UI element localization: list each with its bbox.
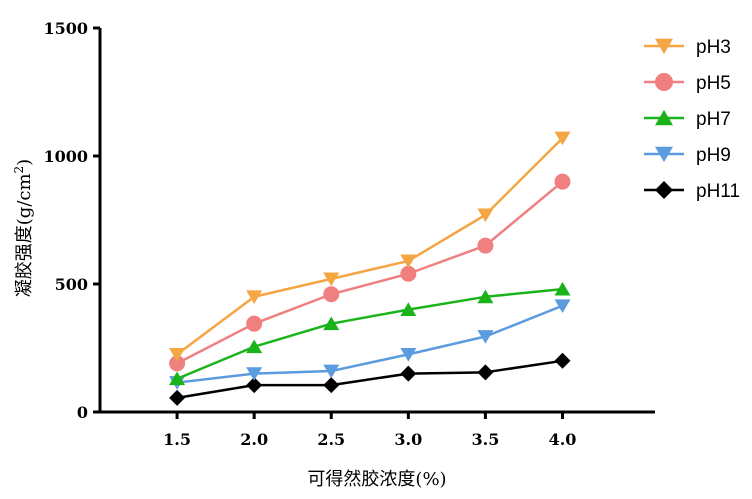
data-point <box>169 371 186 386</box>
x-tick-label: 2.5 <box>317 430 345 449</box>
data-point <box>400 302 417 316</box>
series-ph5 <box>169 173 571 372</box>
y-axis-title-unit-sup: 2 <box>12 166 26 174</box>
data-point <box>323 364 340 379</box>
y-axis-title-main: 凝胶强度 <box>14 225 35 297</box>
series-ph3 <box>169 131 571 362</box>
data-point <box>246 339 263 354</box>
data-point <box>400 265 417 282</box>
y-axis-title-unit-close: ) <box>14 159 35 166</box>
legend-item-ph11: pH11 <box>644 181 740 202</box>
data-point <box>400 365 417 382</box>
x-tick-label: 2.0 <box>240 430 268 449</box>
x-tick-label: 3.5 <box>471 430 499 449</box>
legend-item-ph5: pH5 <box>644 73 731 94</box>
y-tick-label: 1500 <box>43 19 88 38</box>
legend-label: pH11 <box>696 181 740 202</box>
data-point <box>400 254 417 269</box>
legend-item-ph7: pH7 <box>644 109 731 130</box>
legend-marker <box>655 109 673 126</box>
data-point <box>554 299 571 313</box>
data-point <box>323 316 340 331</box>
legend-label: pH3 <box>696 37 731 58</box>
data-point <box>246 367 263 381</box>
series-line <box>176 304 563 384</box>
data-point <box>554 173 571 190</box>
legend-marker <box>655 38 673 55</box>
legend-marker <box>655 146 673 163</box>
y-axis-title: 凝胶强度(g/cm2) <box>12 159 35 297</box>
data-point <box>477 237 494 254</box>
series-layer <box>169 131 571 406</box>
y-axis-title-unit-open: (g/cm <box>14 173 35 225</box>
legend-item-ph3: pH3 <box>644 37 731 58</box>
data-point <box>169 355 186 372</box>
y-tick-label: 1000 <box>43 147 88 166</box>
data-point <box>477 208 494 223</box>
data-point <box>169 389 186 406</box>
x-tick-label: 1.5 <box>163 430 191 449</box>
data-point <box>323 286 340 303</box>
series-ph11 <box>169 352 571 406</box>
data-point <box>477 364 494 381</box>
series-ph7 <box>169 281 571 386</box>
data-point <box>400 348 417 362</box>
legend-label: pH5 <box>696 73 731 94</box>
data-point <box>554 281 571 296</box>
data-point <box>554 131 571 146</box>
y-tick-label: 0 <box>77 403 88 422</box>
legend-label: pH7 <box>696 109 731 130</box>
y-tick-label: 500 <box>55 275 88 294</box>
series-line <box>176 180 564 365</box>
data-point <box>246 315 263 332</box>
x-axis-title: 可得然胶浓度(%) <box>307 469 446 490</box>
legend-marker <box>655 73 673 91</box>
data-point <box>477 330 494 344</box>
series-line <box>176 137 564 356</box>
series-line <box>176 287 563 380</box>
data-point <box>246 290 263 304</box>
data-point <box>246 377 263 394</box>
data-point <box>554 352 571 369</box>
data-point <box>169 348 186 362</box>
legend-marker <box>655 181 673 199</box>
series-ph9 <box>169 299 571 390</box>
x-tick-label: 4.0 <box>549 430 577 449</box>
x-tick-label: 3.0 <box>394 430 422 449</box>
data-point <box>477 289 494 304</box>
axes: 0 500 1000 1500 1.5 2.0 2.5 3.0 3.5 4.0 <box>43 19 655 449</box>
legend: pH3 pH5 pH7 pH9 pH11 <box>644 37 740 202</box>
data-point <box>323 377 340 394</box>
legend-item-ph9: pH9 <box>644 145 731 166</box>
series-line <box>176 359 563 400</box>
legend-label: pH9 <box>696 145 731 166</box>
data-point <box>323 272 340 287</box>
